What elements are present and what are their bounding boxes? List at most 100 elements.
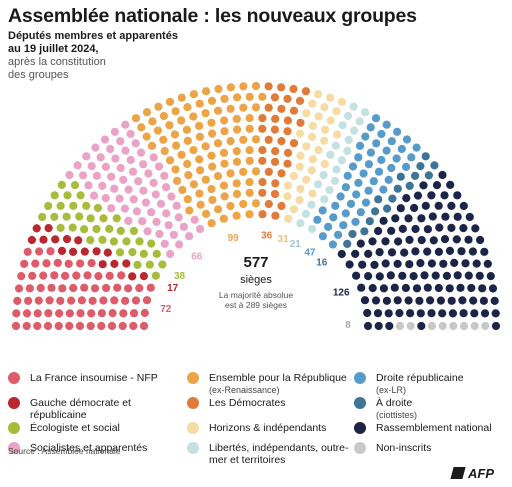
seat <box>270 189 280 199</box>
seat <box>337 97 347 106</box>
seat <box>417 321 426 331</box>
seat <box>141 198 151 207</box>
legend-swatch <box>8 442 20 454</box>
seat <box>264 167 273 176</box>
seat <box>152 217 161 226</box>
seat <box>447 296 456 305</box>
seat <box>470 321 479 331</box>
seat <box>185 232 194 241</box>
seat <box>258 92 267 101</box>
seat <box>384 309 393 318</box>
seat <box>258 188 267 197</box>
seat <box>464 235 473 244</box>
seat <box>341 209 350 218</box>
seat <box>189 112 198 121</box>
seat <box>450 258 459 267</box>
seat <box>124 284 133 293</box>
seat <box>296 219 305 228</box>
legend-label: Ensemble pour la République <box>209 372 347 384</box>
seat <box>369 177 378 186</box>
seat <box>245 92 254 101</box>
seat <box>202 209 211 218</box>
seat <box>208 129 217 138</box>
seat <box>134 177 143 186</box>
seat <box>438 170 447 180</box>
legend-swatch <box>354 422 366 434</box>
seat <box>318 232 327 241</box>
seat <box>438 309 447 318</box>
seat <box>50 271 59 280</box>
seat <box>459 321 469 331</box>
seat <box>420 271 429 280</box>
seat <box>320 136 329 145</box>
seat <box>232 179 241 188</box>
seat <box>360 108 370 117</box>
seat <box>39 271 48 280</box>
seat <box>295 195 304 205</box>
seat <box>396 172 405 181</box>
seat <box>207 184 216 194</box>
seat <box>167 192 176 201</box>
legend-label: Droite républicaine <box>376 372 464 384</box>
seat <box>120 204 129 213</box>
legend-swatch <box>187 422 199 434</box>
seat <box>213 106 223 115</box>
seat <box>319 171 328 180</box>
seat <box>117 271 126 280</box>
seat <box>165 97 175 106</box>
seat <box>92 224 101 234</box>
seat <box>239 199 248 209</box>
seat <box>392 154 401 163</box>
seat <box>412 284 422 293</box>
seat <box>308 99 317 108</box>
seat <box>145 260 154 269</box>
seat <box>33 309 42 318</box>
seat <box>195 99 204 108</box>
seat <box>308 132 317 141</box>
seat <box>139 160 148 169</box>
seat <box>160 239 169 248</box>
seat <box>490 296 499 305</box>
seat <box>326 116 335 125</box>
seat <box>62 235 72 244</box>
seat <box>179 222 188 231</box>
seat <box>308 189 317 198</box>
seat <box>233 125 242 134</box>
seat <box>129 226 138 236</box>
seat <box>289 84 298 94</box>
seat <box>360 296 370 305</box>
seat <box>445 284 454 293</box>
seat <box>232 157 242 166</box>
seat <box>393 296 402 305</box>
legend-text: Écologiste et social <box>30 422 120 434</box>
value-label: 126 <box>333 287 350 298</box>
seat <box>213 139 223 148</box>
seat <box>356 208 365 217</box>
seat <box>348 162 358 171</box>
seat <box>307 224 317 234</box>
seat <box>258 178 267 187</box>
seat <box>112 214 121 223</box>
seat <box>166 249 175 259</box>
seat <box>87 259 96 268</box>
seat <box>283 159 292 168</box>
seat <box>302 175 311 184</box>
seat <box>374 226 383 236</box>
seat <box>308 121 317 130</box>
seat <box>344 135 353 144</box>
seat <box>177 150 186 159</box>
seat <box>427 309 436 318</box>
seat <box>295 96 305 105</box>
seat <box>295 162 304 171</box>
seat <box>470 309 479 318</box>
seat <box>329 213 338 222</box>
seat <box>479 296 488 305</box>
seat <box>20 259 29 268</box>
seat <box>50 191 59 200</box>
seat <box>465 212 474 222</box>
legend-item: Droite républicaine (ex-LR) <box>354 372 464 396</box>
seat <box>448 309 457 318</box>
seat <box>388 194 397 203</box>
seat <box>155 229 164 239</box>
seat <box>382 120 391 129</box>
